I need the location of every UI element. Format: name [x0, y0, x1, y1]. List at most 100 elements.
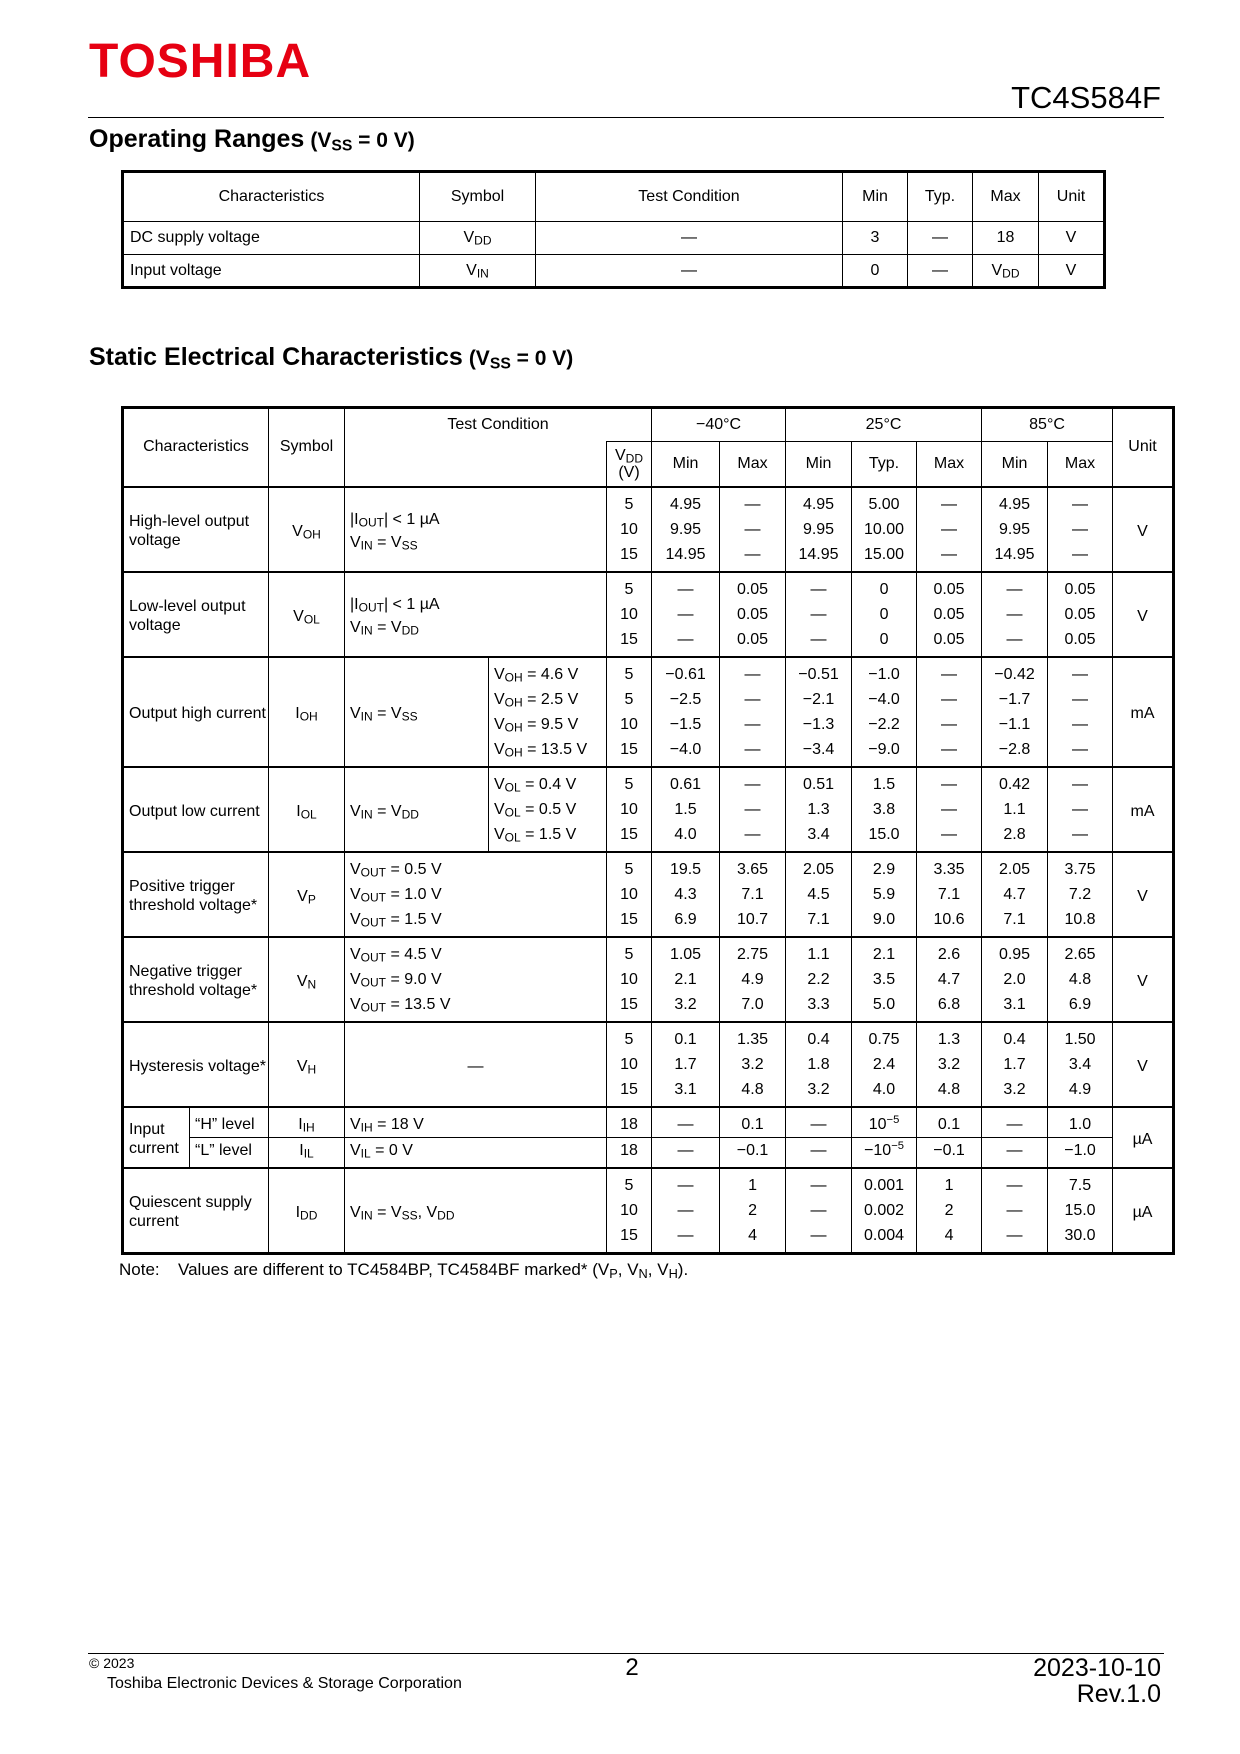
text: 1.8 [807, 1055, 830, 1073]
text: I [299, 1141, 304, 1159]
copyright: © 2023 [89, 1655, 135, 1671]
value: — [785, 1197, 853, 1223]
column-header: Test Condition [343, 407, 653, 442]
text: — [677, 630, 694, 648]
value: 10−5 [851, 1105, 918, 1137]
value: — [1047, 541, 1114, 572]
text: = 9.5 V [522, 715, 579, 733]
text: 2 [748, 1201, 757, 1219]
text: — [677, 1115, 694, 1133]
note: Note: Values are different to TC4584BP, T… [119, 1260, 688, 1280]
vdd: 15 [605, 1076, 653, 1107]
characteristic: Input current [122, 1105, 190, 1168]
value: — [651, 570, 721, 602]
value: 4.9 [719, 966, 787, 992]
value: 1.50 [1047, 1020, 1114, 1052]
text: −1.3 [802, 715, 835, 733]
column-header: Symbol [268, 407, 345, 487]
text: V [350, 885, 361, 903]
text: Max [990, 188, 1021, 205]
value: 3.1 [651, 1076, 721, 1107]
text: 9.0 [872, 910, 896, 928]
subscript: IH [360, 1120, 373, 1135]
condition: VOUT = 4.5 V [344, 935, 607, 967]
vdd: 15 [605, 906, 653, 937]
vdd: 10 [605, 601, 653, 627]
value: — [1047, 711, 1114, 737]
value: 10.8 [1047, 906, 1114, 937]
characteristic: High-level output voltage [122, 485, 269, 572]
text: 0.1 [937, 1115, 961, 1133]
text: 6.9 [1068, 995, 1092, 1013]
value: 6.8 [916, 991, 983, 1022]
table-row: VOL = 1.5 V 15 4.0—3.4 15.0—2.8— [123, 821, 1174, 852]
column-header: Max [719, 441, 787, 487]
subscript: SS [401, 709, 418, 724]
text: 3.4 [1068, 1055, 1092, 1073]
value: — [719, 516, 787, 542]
value: 4 [916, 1222, 983, 1253]
cell: DC supply voltage [122, 221, 420, 255]
value: — [1047, 516, 1114, 542]
value: 19.5 [651, 850, 721, 882]
text: — [744, 715, 761, 733]
value: −1.0 [851, 655, 918, 687]
cell: 0 [842, 254, 908, 288]
text: — [1072, 775, 1089, 793]
text: |I [350, 511, 359, 528]
value: −1.7 [981, 686, 1049, 712]
value: 2.2 [785, 966, 853, 992]
temperature-header: 25°C [785, 407, 983, 442]
value: — [981, 570, 1049, 602]
table-row: Low-level output voltage VOL |IOUT| < 1 µA… [122, 570, 1175, 657]
text: V [1065, 261, 1077, 279]
condition-line: VIN = VSS, VDD [350, 1201, 603, 1224]
subscript: OH [504, 670, 523, 685]
text: 5.00 [868, 495, 900, 513]
text: — [810, 1176, 827, 1194]
text: 1.1 [807, 945, 830, 963]
text: — [744, 825, 761, 843]
text: V [292, 522, 303, 540]
text: 1.5 [872, 775, 896, 793]
text: −3.4 [802, 740, 835, 758]
subscript: OH [504, 720, 523, 735]
value: 7.1 [916, 881, 983, 907]
value: 1.1 [785, 935, 853, 967]
condition: VOUT = 13.5 V [344, 991, 607, 1022]
value: — [785, 1166, 853, 1198]
vdd-label: VDD [610, 447, 648, 465]
value: 4.95 [651, 485, 721, 517]
text: −0.42 [994, 665, 1035, 683]
text: V [296, 1057, 308, 1075]
text: = 2.5 V [522, 690, 579, 708]
sub-condition: VOH = 13.5 V [488, 736, 607, 767]
value: 0.42 [981, 765, 1049, 797]
text: = 0 V) [352, 129, 415, 152]
text: = V [372, 705, 402, 722]
table-row: VOL = 0.5 V 10 1.5—1.3 3.8—1.1— [123, 796, 1174, 822]
text: — [932, 261, 948, 279]
value: 4.7 [981, 881, 1049, 907]
temperature-header: −40°C [651, 407, 787, 442]
text: V [494, 740, 505, 758]
value: −1.3 [785, 711, 853, 737]
table-row: VOUT = 9.0 V 10 2.1 4.9 2.2 3.5 4.7 2.0 4.8 [123, 966, 1174, 992]
text: −1.7 [998, 690, 1031, 708]
subscript: OL [300, 807, 317, 822]
subscript: OH [299, 709, 318, 724]
text: — [681, 261, 697, 279]
cell: V [1038, 254, 1105, 288]
text: — [941, 800, 958, 818]
value: −2.2 [851, 711, 918, 737]
table-row: 15 — 4 — 0.004 4 — 30.0 [123, 1222, 1174, 1253]
note-text: Values are different to TC4584BP, TC4584… [178, 1260, 688, 1280]
value: 30.0 [1047, 1222, 1114, 1253]
text: −1.1 [998, 715, 1031, 733]
text: 10.8 [1064, 910, 1096, 928]
table-row: Input voltage VIN —0— VDD V [122, 254, 1105, 288]
text: — [810, 580, 827, 598]
text: — [677, 1201, 694, 1219]
text: — [941, 520, 958, 538]
